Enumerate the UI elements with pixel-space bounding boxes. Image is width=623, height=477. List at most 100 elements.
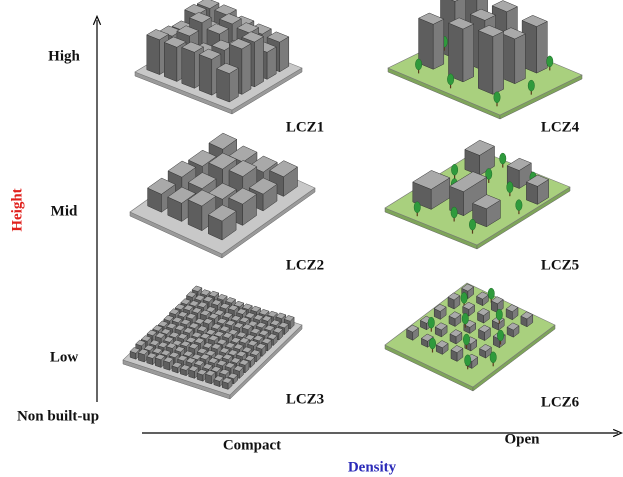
building-roof [244, 355, 256, 362]
building-roof [478, 324, 491, 333]
building-roof [477, 308, 490, 316]
building-roof [472, 194, 501, 210]
tree [447, 73, 455, 86]
building-side [241, 43, 252, 95]
building-roof [167, 160, 197, 178]
building-roof [477, 25, 505, 37]
building-roof [185, 336, 197, 344]
tree [546, 55, 554, 68]
building-roof [187, 172, 217, 189]
building-roof [506, 157, 532, 171]
building-roof [461, 283, 475, 292]
x-level-label: Compact [223, 437, 281, 453]
building-roof [255, 343, 267, 350]
building-roof [228, 187, 257, 205]
building-roof [469, 8, 497, 21]
building-roof [179, 364, 191, 371]
tree [497, 329, 504, 342]
building-roof [143, 344, 155, 351]
building-roof [241, 346, 253, 353]
building-roof [235, 350, 247, 358]
building-roof [213, 375, 225, 382]
building-roof [233, 365, 244, 372]
tree [415, 58, 423, 71]
building-roof [233, 343, 244, 350]
y-level-label: Mid [51, 203, 78, 219]
zone-label: LCZ3 [286, 391, 324, 407]
building-roof [146, 352, 158, 359]
tree [461, 312, 469, 325]
building-roof [202, 363, 214, 370]
building-roof [449, 329, 463, 338]
building-roof [264, 324, 275, 332]
building-roof [230, 337, 242, 344]
building-roof [199, 353, 211, 360]
building-roof [207, 204, 237, 222]
tree [451, 164, 459, 176]
building-roof [219, 325, 231, 332]
tree [495, 308, 503, 321]
building-roof [171, 361, 183, 369]
building-roof [261, 315, 273, 322]
building-roof [182, 327, 194, 334]
zone-label: LCZ2 [286, 257, 324, 273]
building-roof [252, 334, 264, 342]
building-roof [185, 313, 197, 320]
building-roof [420, 333, 434, 342]
building-roof [166, 322, 177, 330]
building-roof [177, 333, 189, 340]
building-roof [187, 189, 217, 207]
building-roof [188, 12, 212, 24]
zone-label: LCZ4 [541, 119, 580, 135]
building-roof [174, 303, 186, 310]
y-level-label: Non built-up [17, 408, 99, 424]
tree [450, 206, 458, 219]
building-side [514, 33, 526, 85]
building-roof [227, 304, 239, 311]
building-roof [196, 0, 220, 9]
building-roof [219, 347, 230, 354]
building-roof [479, 344, 492, 352]
building-side [478, 30, 494, 95]
building-roof [506, 322, 520, 331]
building-roof [157, 341, 169, 348]
building-roof [213, 353, 225, 360]
zone-label: LCZ1 [286, 119, 324, 135]
building-roof [224, 362, 236, 369]
building-roof [525, 174, 550, 187]
building-roof [412, 170, 451, 190]
building-roof [171, 316, 183, 324]
building-roof [177, 354, 188, 362]
building-roof [152, 347, 163, 354]
building-roof [250, 327, 261, 335]
building-roof [183, 304, 194, 311]
building-roof [464, 139, 496, 156]
building-side [229, 67, 239, 103]
tree [515, 199, 523, 211]
building-roof [216, 317, 228, 325]
building-roof [211, 299, 222, 306]
building-roof [154, 332, 166, 339]
building-roof [275, 312, 287, 319]
x-axis-title: Density [348, 459, 397, 475]
tree [463, 333, 470, 346]
building-side [536, 21, 548, 74]
building-roof [199, 332, 211, 340]
building-roof [186, 291, 197, 298]
building-side [462, 23, 474, 83]
building-roof [219, 302, 231, 310]
building-roof [205, 349, 216, 357]
building-side [432, 18, 445, 70]
building-roof [194, 337, 205, 344]
building-roof [230, 357, 242, 364]
building-roof [278, 321, 289, 329]
building-roof [258, 329, 270, 336]
building-roof [241, 31, 265, 43]
building-roof [258, 309, 270, 316]
building-roof [202, 295, 214, 303]
building-roof [197, 301, 208, 308]
building-roof [191, 331, 203, 338]
building-roof [208, 152, 237, 170]
building-roof [435, 340, 449, 349]
